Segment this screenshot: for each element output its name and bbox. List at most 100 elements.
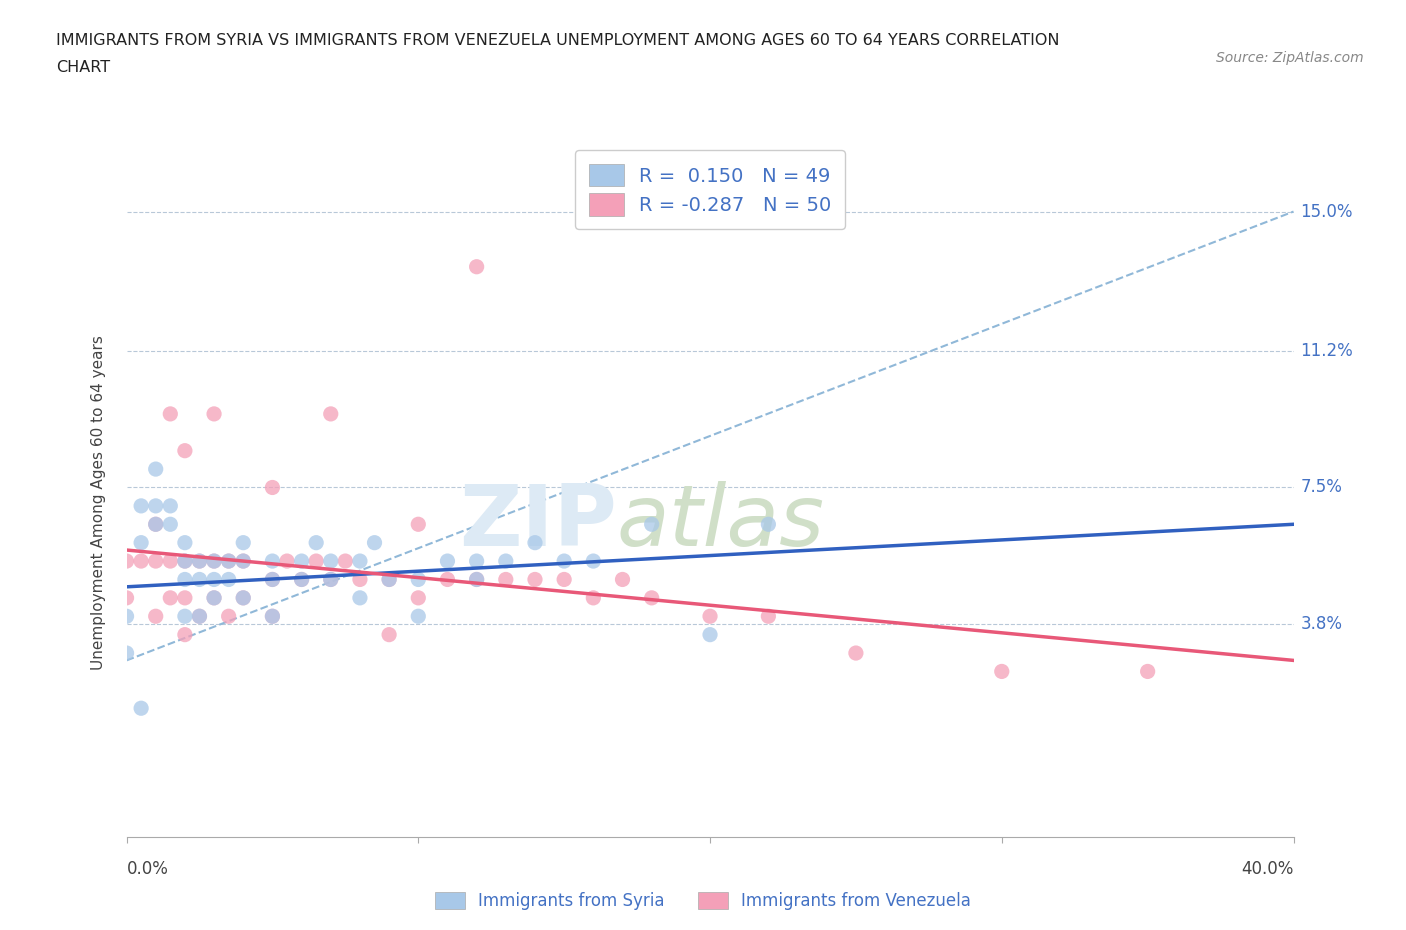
- Point: [232, 553, 254, 568]
- Text: CHART: CHART: [56, 60, 110, 75]
- Point: [262, 553, 284, 568]
- Point: [408, 591, 430, 605]
- Point: [145, 517, 167, 532]
- Point: [188, 553, 211, 568]
- Point: [129, 536, 152, 551]
- Point: [290, 572, 312, 587]
- Point: [174, 536, 197, 551]
- Point: [145, 609, 167, 624]
- Point: [159, 498, 181, 513]
- Point: [262, 572, 284, 587]
- Point: [553, 553, 575, 568]
- Point: [262, 572, 284, 587]
- Point: [262, 609, 284, 624]
- Point: [145, 461, 167, 476]
- Point: [115, 553, 138, 568]
- Text: 7.5%: 7.5%: [1301, 478, 1343, 497]
- Point: [276, 553, 298, 568]
- Point: [115, 609, 138, 624]
- Point: [553, 572, 575, 587]
- Text: Source: ZipAtlas.com: Source: ZipAtlas.com: [1216, 51, 1364, 65]
- Point: [349, 572, 371, 587]
- Point: [188, 572, 211, 587]
- Point: [845, 645, 868, 660]
- Point: [159, 406, 181, 421]
- Text: 11.2%: 11.2%: [1301, 342, 1354, 360]
- Text: ZIP: ZIP: [458, 481, 617, 564]
- Point: [218, 572, 240, 587]
- Text: atlas: atlas: [617, 481, 825, 564]
- Point: [436, 553, 458, 568]
- Point: [174, 609, 197, 624]
- Point: [202, 591, 225, 605]
- Point: [202, 572, 225, 587]
- Point: [465, 572, 488, 587]
- Point: [174, 572, 197, 587]
- Y-axis label: Unemployment Among Ages 60 to 64 years: Unemployment Among Ages 60 to 64 years: [91, 335, 105, 670]
- Point: [174, 627, 197, 642]
- Point: [319, 572, 342, 587]
- Point: [495, 572, 517, 587]
- Point: [202, 553, 225, 568]
- Point: [582, 553, 605, 568]
- Point: [232, 553, 254, 568]
- Point: [174, 444, 197, 458]
- Legend: Immigrants from Syria, Immigrants from Venezuela: Immigrants from Syria, Immigrants from V…: [429, 885, 977, 917]
- Point: [408, 609, 430, 624]
- Text: 15.0%: 15.0%: [1301, 203, 1353, 220]
- Point: [436, 572, 458, 587]
- Point: [495, 553, 517, 568]
- Point: [756, 517, 779, 532]
- Point: [159, 517, 181, 532]
- Point: [349, 591, 371, 605]
- Point: [524, 572, 547, 587]
- Point: [305, 536, 328, 551]
- Point: [1136, 664, 1159, 679]
- Point: [335, 553, 357, 568]
- Point: [756, 609, 779, 624]
- Point: [174, 553, 197, 568]
- Point: [378, 572, 401, 587]
- Point: [319, 406, 342, 421]
- Point: [218, 553, 240, 568]
- Point: [990, 664, 1012, 679]
- Point: [699, 609, 721, 624]
- Text: IMMIGRANTS FROM SYRIA VS IMMIGRANTS FROM VENEZUELA UNEMPLOYMENT AMONG AGES 60 TO: IMMIGRANTS FROM SYRIA VS IMMIGRANTS FROM…: [56, 33, 1060, 47]
- Point: [115, 645, 138, 660]
- Point: [378, 572, 401, 587]
- Point: [305, 553, 328, 568]
- Point: [349, 553, 371, 568]
- Point: [218, 609, 240, 624]
- Point: [378, 627, 401, 642]
- Point: [188, 553, 211, 568]
- Point: [129, 498, 152, 513]
- Point: [262, 609, 284, 624]
- Point: [319, 553, 342, 568]
- Text: 40.0%: 40.0%: [1241, 860, 1294, 878]
- Point: [640, 591, 664, 605]
- Legend: R =  0.150   N = 49, R = -0.287   N = 50: R = 0.150 N = 49, R = -0.287 N = 50: [575, 151, 845, 230]
- Point: [129, 553, 152, 568]
- Point: [582, 591, 605, 605]
- Point: [465, 572, 488, 587]
- Point: [232, 591, 254, 605]
- Point: [159, 553, 181, 568]
- Point: [290, 572, 312, 587]
- Point: [524, 536, 547, 551]
- Point: [408, 572, 430, 587]
- Point: [188, 609, 211, 624]
- Point: [465, 259, 488, 274]
- Point: [159, 591, 181, 605]
- Point: [699, 627, 721, 642]
- Point: [145, 517, 167, 532]
- Point: [188, 609, 211, 624]
- Point: [145, 498, 167, 513]
- Text: 0.0%: 0.0%: [127, 860, 169, 878]
- Point: [202, 553, 225, 568]
- Point: [145, 553, 167, 568]
- Point: [612, 572, 634, 587]
- Point: [290, 553, 312, 568]
- Point: [115, 591, 138, 605]
- Text: 3.8%: 3.8%: [1301, 615, 1343, 632]
- Point: [174, 553, 197, 568]
